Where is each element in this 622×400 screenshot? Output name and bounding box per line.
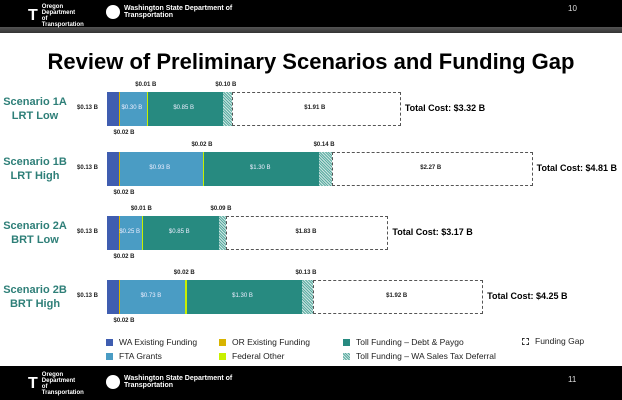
legend-item-wa: WA Existing Funding (106, 337, 197, 347)
legend-item-or: OR Existing Funding (219, 337, 310, 347)
bar-segment-funding-gap (226, 216, 389, 250)
total-cost-label: Total Cost: $4.25 B (487, 291, 568, 301)
data-label: $1.30 B (232, 293, 253, 299)
data-label: $0.10 B (215, 82, 237, 88)
odot-logo: T Oregon Department of Transportation (28, 4, 84, 28)
bar-segment-federal-other (184, 280, 187, 314)
legend-swatch (219, 352, 226, 360)
odot-logo-footer: T Oregon Department of Transportation (28, 372, 84, 396)
scenario-subtitle: BRT High (9, 298, 61, 310)
bar-segment-or-existing (118, 152, 121, 186)
bar-segment-federal-other (202, 152, 205, 186)
data-label: $0.13 B (77, 105, 99, 111)
data-label: $0.02 B (173, 270, 195, 276)
data-label: $0.09 B (210, 206, 232, 212)
scenario-label: Scenario 1B LRT High (0, 155, 70, 183)
scenario-subtitle: BRT Low (11, 234, 59, 246)
data-label: $0.85 B (173, 105, 194, 111)
legend-item-federal: Federal Other (219, 351, 284, 361)
top-header-bar (0, 0, 622, 27)
data-label: $2.27 B (420, 165, 442, 171)
wsdot-logo: Washington State Department of Transport… (106, 5, 234, 19)
legend-swatch (219, 338, 226, 346)
bar-segment-federal-other (146, 92, 148, 126)
data-label: $0.25 B (119, 229, 141, 235)
data-label: $0.30 B (121, 105, 143, 111)
page-number-top: 10 (568, 4, 577, 13)
legend-swatch (522, 337, 529, 345)
bar-segment-wa-existing (107, 152, 119, 186)
legend-item-gap: Funding Gap (522, 336, 584, 346)
data-label: $1.83 B (295, 229, 317, 235)
scenario-name: Scenario 2A (3, 220, 67, 232)
data-label: $1.91 B (304, 105, 326, 111)
bar-segment-toll-debt-paygo (186, 280, 302, 314)
data-label: $1.92 B (386, 293, 408, 299)
legend-item-fta: FTA Grants (106, 351, 162, 361)
data-label: $0.02 B (113, 130, 135, 136)
data-label: $0.02 B (113, 254, 135, 260)
data-label: $0.14 B (313, 142, 335, 148)
bar-segment-wa-existing (107, 280, 119, 314)
bar-segment-wa-existing (107, 92, 119, 126)
bar-segment-toll-sales-tax-deferral (218, 216, 227, 250)
data-label: $0.02 B (113, 318, 135, 324)
bar-segment-fta-grants (120, 216, 143, 250)
data-label: $0.13 B (77, 293, 99, 299)
total-cost-label: Total Cost: $3.32 B (404, 103, 486, 113)
scenario-label: Scenario 2A BRT Low (0, 219, 70, 247)
bar-segment-toll-debt-paygo (147, 92, 223, 126)
bar-segment-funding-gap (331, 152, 533, 186)
scenario-label: Scenario 2B BRT High (0, 283, 70, 311)
bar-segment-fta-grants (120, 152, 203, 186)
bar-segment-funding-gap (231, 92, 401, 126)
legend-swatch (106, 338, 113, 346)
bar-segment-fta-grants (120, 92, 147, 126)
bar-segment-toll-sales-tax-deferral (222, 92, 232, 126)
page-number-bottom: 11 (568, 375, 577, 384)
wsdot-logo-footer: Washington State Department of Transport… (106, 375, 234, 389)
data-label: $0.01 B (130, 206, 152, 212)
data-label: $0.13 B (77, 165, 99, 171)
scenario-subtitle: LRT Low (11, 110, 59, 122)
bar-segment-or-existing (118, 280, 121, 314)
data-label: $0.73 B (140, 293, 162, 299)
scenario-subtitle: LRT High (10, 170, 60, 182)
legend-swatch (343, 352, 350, 360)
data-label: $0.02 B (191, 142, 213, 148)
data-label: $0.93 B (149, 165, 171, 171)
scenario-name: Scenario 2B (3, 284, 67, 296)
bar-segment-toll-sales-tax-deferral (301, 280, 314, 314)
scenario-name: Scenario 1A (3, 96, 67, 108)
header-stripe (0, 27, 622, 33)
bar-segment-or-existing (118, 92, 121, 126)
bar-segment-toll-debt-paygo (143, 216, 219, 250)
data-label: $1.30 B (249, 165, 271, 171)
bar-segment-federal-other (142, 216, 144, 250)
bar-segment-wa-existing (107, 216, 119, 250)
data-label: $0.02 B (113, 190, 135, 196)
legend-item-toll-debt: Toll Funding – Debt & Paygo (343, 337, 464, 347)
bar-segment-fta-grants (120, 280, 185, 314)
data-label: $0.85 B (168, 229, 190, 235)
chart-title: Review of Preliminary Scenarios and Fund… (47, 49, 575, 74)
bar-segment-toll-debt-paygo (204, 152, 320, 186)
scenario-name: Scenario 1B (3, 156, 67, 168)
bar-segment-or-existing (118, 216, 121, 250)
legend-item-toll-deferral: Toll Funding – WA Sales Tax Deferral (343, 351, 496, 361)
legend-swatch (343, 338, 350, 346)
bar-segment-funding-gap (313, 280, 484, 314)
bar-segment-toll-sales-tax-deferral (319, 152, 332, 186)
data-label: $0.13 B (295, 270, 317, 276)
total-cost-label: Total Cost: $4.81 B (536, 163, 618, 173)
data-label: $0.01 B (135, 82, 157, 88)
footer-bar (0, 366, 622, 400)
legend-swatch (106, 352, 113, 360)
total-cost-label: Total Cost: $3.17 B (392, 227, 473, 237)
data-label: $0.13 B (77, 229, 99, 235)
scenario-label: Scenario 1A LRT Low (0, 95, 70, 123)
